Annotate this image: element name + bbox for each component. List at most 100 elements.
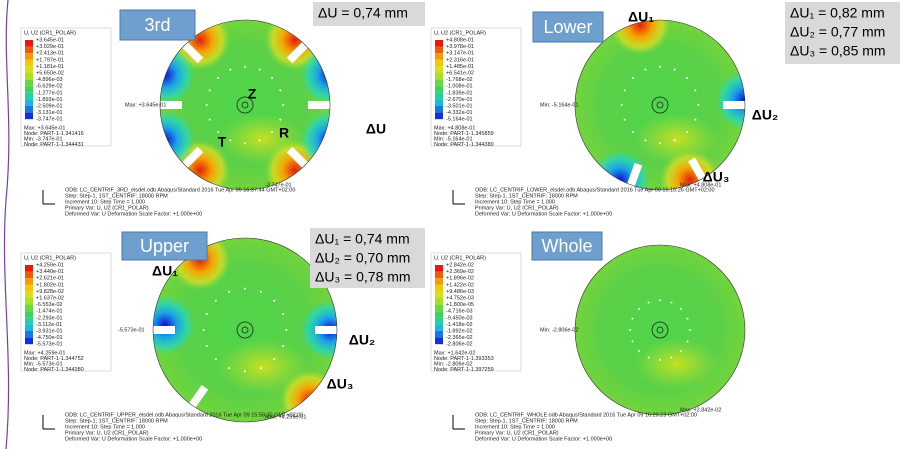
node-dot [680, 308, 682, 310]
legend-value: -1.768e-02 [446, 77, 473, 83]
cold-zone [135, 295, 195, 355]
legend-value: -2.365e-02 [446, 335, 473, 341]
legend-value: +1.422e-02 [446, 282, 474, 288]
legend-swatch [25, 60, 33, 67]
legend-swatch [25, 278, 33, 285]
node-dot [271, 77, 273, 79]
warm-zone [635, 339, 720, 390]
node-dot [215, 300, 217, 302]
legend-swatch [435, 318, 443, 325]
node-dot [285, 329, 287, 331]
panel: U, U2 (CR1_POLAR)+4.808e-01+3.978e-01+3.… [431, 0, 900, 217]
legend-title: U, U2 (CR1_POLAR) [24, 30, 76, 36]
node-dot [670, 356, 672, 358]
legend-swatch [435, 40, 443, 47]
legend-value: -1.418e-02 [446, 322, 473, 328]
probe-label: Min: -2.806e-02 [540, 327, 579, 333]
legend-value: -5.573e-01 [36, 342, 63, 348]
legend-value: +3.147e-01 [446, 51, 474, 57]
legend-swatch [435, 338, 443, 345]
legend-swatch [25, 80, 33, 87]
cold-zone [135, 45, 195, 105]
legend-value: +9.828e-02 [36, 289, 64, 295]
legend-value: +3.029e-01 [36, 44, 64, 50]
legend-swatch [435, 53, 443, 60]
callout: ΔU₁ [628, 9, 654, 25]
legend-value: +5.650e-02 [36, 70, 64, 76]
node-dot [273, 300, 275, 302]
node-dot [686, 318, 688, 320]
node-dot [209, 89, 211, 91]
disk [575, 245, 745, 415]
legend-value: -9.450e-03 [446, 315, 473, 321]
node-dot [680, 350, 682, 352]
legend-value: +4.808e-01 [446, 37, 474, 43]
node-dot [260, 291, 262, 293]
legend-value: +1.181e-01 [36, 64, 64, 70]
legend-value: -5.164e-01 [446, 117, 473, 123]
legend-value: -1.892e-02 [446, 328, 473, 334]
node-dot [674, 139, 676, 141]
callout: ΔU₁ [152, 263, 178, 279]
panel-label: Lower [543, 17, 592, 37]
legend-value: -3.931e-01 [36, 328, 63, 334]
legend-value: +2.842e-02 [446, 262, 474, 268]
node-dot [244, 142, 246, 144]
legend-swatch [435, 311, 443, 318]
slot [315, 326, 345, 334]
page: {"panels": [ {"label": "3rd", "annotatio… [0, 0, 902, 449]
legend-value: -3.501e-01 [446, 103, 473, 109]
legend-value: +1.637e-02 [36, 295, 64, 301]
legend-swatch [25, 311, 33, 318]
node-dot [659, 299, 661, 301]
legend-extreme: Node: PART-1-1.397259 [434, 367, 494, 373]
legend-swatch [25, 324, 33, 331]
legend-swatch [435, 331, 443, 338]
node-dot [206, 345, 208, 347]
legend-swatch [435, 106, 443, 113]
node-dot [648, 302, 650, 304]
node-dot [244, 370, 246, 372]
legend-value: -4.896e-03 [36, 77, 63, 83]
legend-swatch [25, 285, 33, 292]
callout: ΔU₂ [752, 107, 778, 123]
legend-value: +3.978e-01 [446, 44, 474, 50]
callout: ΔU₃ [703, 169, 730, 185]
legend-value: -6.553e-02 [36, 302, 63, 308]
legend-swatch [25, 99, 33, 106]
legend-value: -1.277e-01 [36, 90, 63, 96]
legend-value: +9.486e-03 [446, 289, 474, 295]
legend-swatch [435, 291, 443, 298]
node-dot [206, 313, 208, 315]
legend-value: -2.670e-01 [446, 97, 473, 103]
legend-swatch [435, 272, 443, 279]
legend-value: -3.112e-01 [36, 322, 62, 328]
legend-swatch [25, 73, 33, 80]
legend-value: -2.806e-02 [446, 342, 473, 348]
node-dot [632, 340, 634, 342]
callout: R [279, 125, 289, 141]
node-dot [697, 104, 699, 106]
legend-swatch [25, 338, 33, 345]
node-dot [203, 329, 205, 331]
annotation: ΔU₁ = 0,74 mm [315, 231, 410, 247]
legend-swatch [435, 113, 443, 120]
node-dot [279, 119, 281, 121]
disk-fill [575, 245, 745, 415]
legend-value: +4.752e-03 [446, 295, 474, 301]
node-dot [632, 131, 634, 133]
annotation: ΔU₂ = 0,70 mm [315, 250, 410, 266]
panel-label: Upper [140, 236, 189, 256]
node-dot [244, 66, 246, 68]
legend-value: -4.332e-01 [446, 110, 473, 116]
node-dot [282, 313, 284, 315]
slide: U, U2 (CR1_POLAR)+3.645e-01+3.029e-01+2.… [0, 0, 902, 449]
legend-swatch [435, 298, 443, 305]
callout: ΔU [366, 121, 386, 137]
node-dot [629, 329, 631, 331]
legend-title: U, U2 (CR1_POLAR) [434, 30, 486, 36]
legend-swatch [25, 113, 33, 120]
panel: U, U2 (CR1_POLAR)+4.259e-01+3.440e-01+2.… [21, 228, 425, 442]
node-dot [632, 77, 634, 79]
legend-value: +2.369e-02 [446, 269, 474, 275]
